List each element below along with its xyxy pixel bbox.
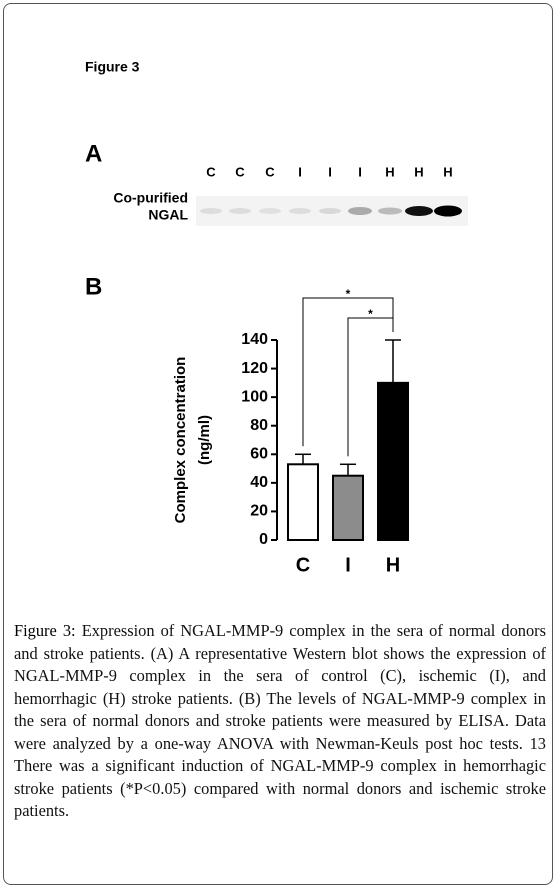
y-tick-label: 120: [241, 360, 268, 377]
band: [229, 208, 251, 214]
blot: [196, 196, 468, 226]
row-label: Co-purified: [113, 190, 188, 206]
bar: [377, 381, 409, 541]
panel-label: A: [85, 140, 102, 167]
bar: [332, 474, 364, 542]
significance-star: *: [346, 287, 351, 301]
y-tick-label: 100: [241, 388, 268, 405]
band: [378, 207, 402, 215]
y-axis-label: Complex concentration: [172, 357, 189, 524]
panel-label: B: [85, 273, 102, 300]
y-axis-label: (ng/ml): [196, 415, 213, 465]
figure: Figure 3 A Co-purified NGAL B Complex co…: [85, 59, 468, 576]
band: [434, 205, 462, 217]
caption-label: Figure 3:: [14, 621, 76, 640]
y-tick-label: 60: [250, 446, 268, 463]
y-tick-label: 0: [259, 531, 268, 548]
band: [200, 208, 222, 214]
band: [259, 208, 281, 214]
y-tick-label: 20: [250, 503, 268, 520]
y-tick-label: 140: [241, 331, 268, 348]
lane-label: H: [414, 164, 423, 179]
lane-label: I: [358, 164, 362, 179]
lane-label: H: [443, 164, 452, 179]
significance-bracket: [302, 297, 394, 447]
band: [348, 207, 372, 215]
y-tick-label: 80: [250, 417, 268, 434]
caption-text: Expression of NGAL-MMP-9 complex in the …: [14, 621, 546, 820]
y-tick-label: 40: [250, 474, 268, 491]
bar: [287, 463, 319, 541]
lane-label: C: [235, 164, 245, 179]
figure-frame: [3, 3, 553, 885]
lane-label: I: [298, 164, 302, 179]
x-tick-label: C: [296, 554, 310, 576]
band: [319, 208, 341, 214]
band: [405, 206, 433, 216]
figure-label: Figure 3: [85, 59, 140, 75]
x-tick-label: H: [386, 554, 400, 576]
x-tick-label: I: [345, 554, 351, 576]
lane-label: I: [328, 164, 332, 179]
significance-bracket: [347, 317, 394, 457]
band: [289, 208, 311, 214]
lane-label: C: [265, 164, 275, 179]
lane-label: H: [385, 164, 394, 179]
row-label: NGAL: [148, 207, 188, 223]
significance-star: *: [368, 307, 373, 321]
caption: Figure 3: Expression of NGAL-MMP-9 compl…: [14, 620, 546, 823]
lane-label: C: [206, 164, 216, 179]
